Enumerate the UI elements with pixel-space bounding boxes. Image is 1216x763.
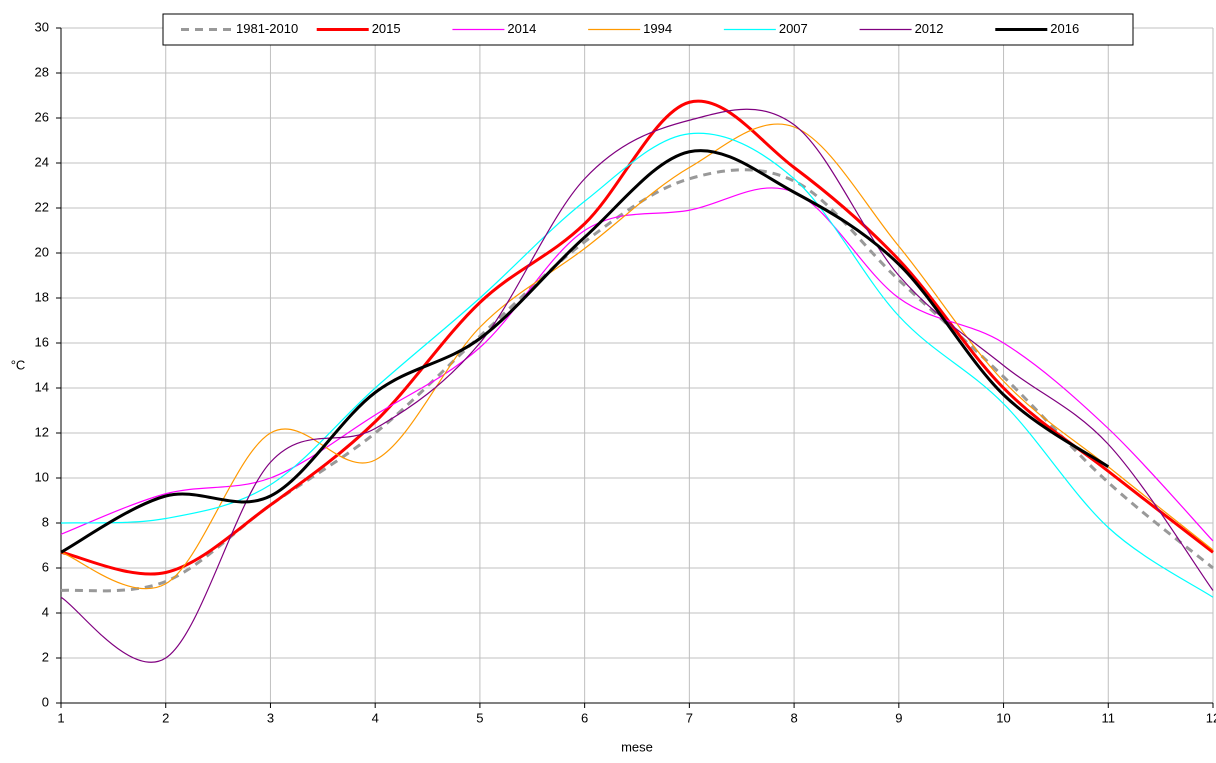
series-line: [60, 108, 1214, 663]
legend-label: 2015: [372, 21, 401, 36]
legend-label: 2012: [915, 21, 944, 36]
legend-label: 2007: [779, 21, 808, 36]
y-tick-label: 20: [35, 244, 49, 259]
y-tick-label: 24: [35, 154, 49, 169]
y-tick-label: 8: [42, 514, 49, 529]
series-line: [60, 187, 1214, 542]
y-tick-label: 12: [35, 424, 49, 439]
x-tick-label: 9: [895, 710, 902, 725]
series-line: [60, 132, 1214, 598]
x-tick-label: 6: [581, 710, 588, 725]
x-tick-label: 11: [1102, 710, 1116, 725]
x-tick-label: 5: [476, 710, 483, 725]
y-tick-label: 4: [42, 604, 49, 619]
legend-label: 2016: [1050, 21, 1079, 36]
x-tick-label: 1: [57, 710, 64, 725]
legend-label: 1981-2010: [236, 21, 298, 36]
legend-label: 1994: [643, 21, 672, 36]
y-tick-label: 22: [35, 199, 49, 214]
legend-label: 2014: [507, 21, 536, 36]
series-line: [60, 149, 1110, 554]
y-tick-label: 10: [35, 469, 49, 484]
y-tick-label: 6: [42, 559, 49, 574]
y-tick-label: 2: [42, 649, 49, 664]
series-line: [60, 99, 1214, 576]
x-axis-label: mese: [621, 739, 653, 754]
y-tick-label: 28: [35, 64, 49, 79]
series-line: [60, 123, 1214, 590]
y-tick-label: 16: [35, 334, 49, 349]
x-tick-label: 4: [372, 710, 379, 725]
y-tick-label: 26: [35, 109, 49, 124]
y-axis-label: °C: [11, 357, 26, 372]
x-tick-label: 10: [996, 710, 1010, 725]
x-tick-label: 7: [686, 710, 693, 725]
x-tick-label: 3: [267, 710, 274, 725]
x-tick-label: 12: [1206, 710, 1216, 725]
y-tick-label: 30: [35, 19, 49, 34]
x-tick-label: 8: [790, 710, 797, 725]
y-tick-label: 18: [35, 289, 49, 304]
x-tick-label: 2: [162, 710, 169, 725]
y-tick-label: 0: [42, 694, 49, 709]
y-tick-label: 14: [35, 379, 49, 394]
